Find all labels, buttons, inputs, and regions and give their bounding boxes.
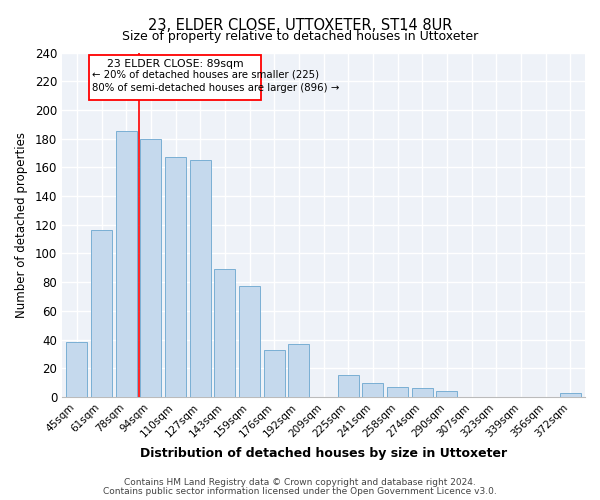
- Bar: [116, 132, 137, 397]
- Bar: [362, 382, 383, 397]
- Bar: [190, 160, 211, 397]
- Bar: [165, 158, 186, 397]
- Text: ← 20% of detached houses are smaller (225): ← 20% of detached houses are smaller (22…: [92, 69, 319, 79]
- Text: 80% of semi-detached houses are larger (896) →: 80% of semi-detached houses are larger (…: [92, 84, 340, 94]
- Bar: [387, 387, 408, 397]
- Bar: [338, 376, 359, 397]
- Text: 23, ELDER CLOSE, UTTOXETER, ST14 8UR: 23, ELDER CLOSE, UTTOXETER, ST14 8UR: [148, 18, 452, 32]
- Bar: [560, 392, 581, 397]
- Y-axis label: Number of detached properties: Number of detached properties: [15, 132, 28, 318]
- Text: 23 ELDER CLOSE: 89sqm: 23 ELDER CLOSE: 89sqm: [107, 59, 244, 69]
- Text: Contains HM Land Registry data © Crown copyright and database right 2024.: Contains HM Land Registry data © Crown c…: [124, 478, 476, 487]
- Bar: [214, 269, 235, 397]
- Bar: [436, 391, 457, 397]
- X-axis label: Distribution of detached houses by size in Uttoxeter: Distribution of detached houses by size …: [140, 447, 507, 460]
- Bar: [91, 230, 112, 397]
- Bar: [289, 344, 310, 397]
- Bar: [140, 138, 161, 397]
- Bar: [412, 388, 433, 397]
- Bar: [239, 286, 260, 397]
- Text: Size of property relative to detached houses in Uttoxeter: Size of property relative to detached ho…: [122, 30, 478, 43]
- Bar: [67, 342, 88, 397]
- FancyBboxPatch shape: [89, 56, 261, 100]
- Text: Contains public sector information licensed under the Open Government Licence v3: Contains public sector information licen…: [103, 486, 497, 496]
- Bar: [264, 350, 285, 397]
